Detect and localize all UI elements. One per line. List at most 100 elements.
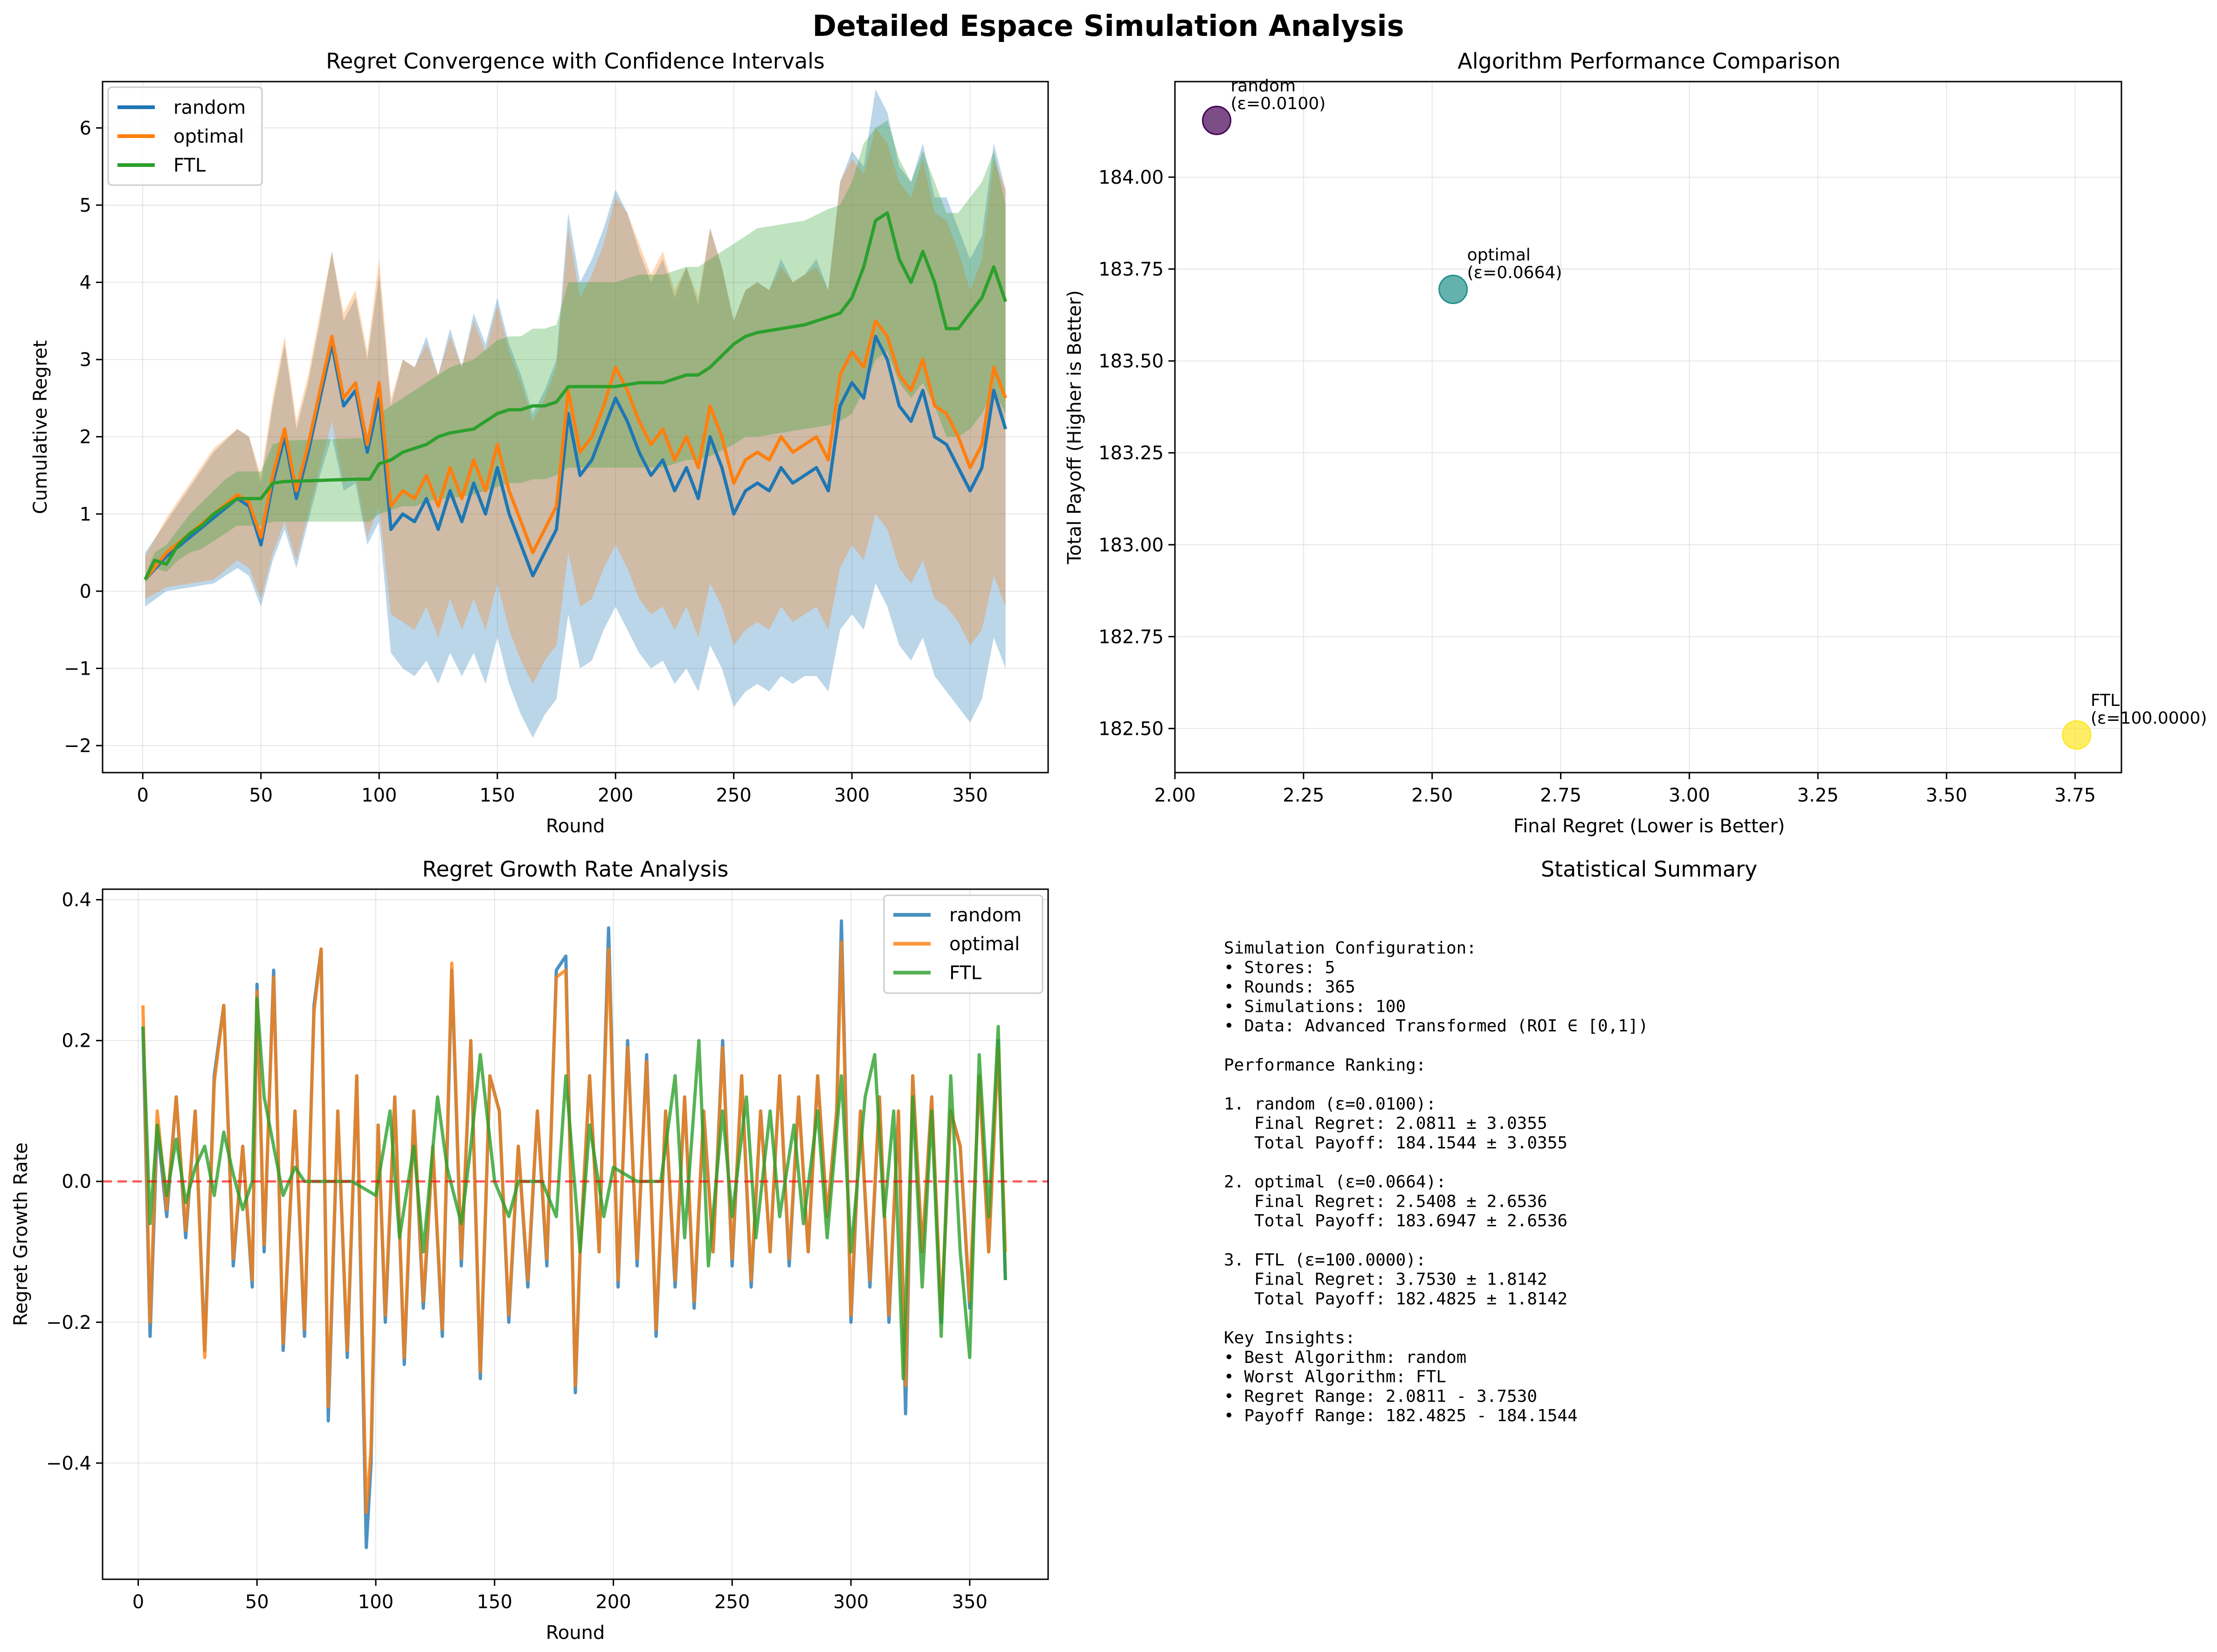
growth-x-tick-label: 150 (477, 1591, 512, 1613)
growth-chart-title: Regret Growth Rate Analysis (422, 857, 728, 882)
point-epsilon-optimal: (ε=0.0664) (1467, 263, 1562, 283)
growth-y-tick-label: −0.4 (46, 1453, 91, 1474)
summary-line: • Data: Advanced Transformed (ROI ∈ [0,1… (1224, 1016, 1648, 1036)
performance-x-tick-label: 2.50 (1411, 785, 1453, 806)
growth-x-tick-label: 250 (714, 1591, 750, 1613)
regret-y-axis-label: Cumulative Regret (30, 340, 51, 514)
summary-line: Total Payoff: 183.6947 ± 2.6536 (1224, 1211, 1568, 1230)
legend-label-optimal: optimal (949, 933, 1020, 955)
regret-convergence-chart: Regret Convergence with Confidence Inter… (30, 48, 1049, 837)
growth-line-optimal (141, 940, 1007, 1514)
series-line-optimal (144, 319, 1007, 581)
growth-y-tick-label: 0.4 (62, 890, 91, 911)
summary-line: 2. optimal (ε=0.0664): (1224, 1173, 1446, 1192)
scatter-point-optimal (1438, 275, 1468, 304)
legend-label-ftl: FTL (173, 155, 206, 176)
growth-legend-box (883, 894, 1043, 994)
regret-y-tick-label: 4 (80, 272, 91, 294)
legend-label-random: random (949, 905, 1022, 926)
figure-title: Detailed Espace Simulation Analysis (812, 9, 1404, 43)
regret-x-tick-label: 0 (137, 785, 148, 806)
summary-line: • Worst Algorithm: FTL (1224, 1368, 1446, 1387)
series-line-random (144, 334, 1008, 581)
growth-x-tick-label: 100 (358, 1591, 394, 1613)
regret-y-tick-label: 3 (80, 349, 91, 371)
summary-line: Final Regret: 2.0811 ± 3.0355 (1224, 1114, 1547, 1133)
legend-label-ftl: FTL (949, 962, 982, 984)
regret-plot-frame (102, 81, 1049, 774)
regret-x-axis-label: Round (546, 816, 605, 837)
growth-line-ftl (141, 996, 1007, 1381)
performance-y-tick-label: 183.00 (1098, 534, 1164, 556)
summary-line: Key Insights: (1224, 1328, 1355, 1348)
summary-line: • Payoff Range: 182.4825 - 184.1544 (1224, 1406, 1578, 1425)
regret-x-tick-label: 350 (953, 785, 988, 806)
summary-line: • Rounds: 365 (1224, 978, 1355, 997)
growth-x-tick-label: 200 (595, 1591, 631, 1613)
summary-line: Final Regret: 3.7530 ± 1.8142 (1224, 1270, 1547, 1289)
scatter-point-ftl (2062, 720, 2092, 750)
growth-x-axis-label: Round (546, 1622, 605, 1644)
regret-legend-box (107, 86, 263, 186)
scatter-point-random (1202, 105, 1231, 135)
performance-x-tick-label: 2.00 (1154, 785, 1195, 806)
performance-x-tick-label: 3.50 (1926, 785, 1967, 806)
regret-x-tick-label: 150 (480, 785, 515, 806)
regret-y-tick-label: 0 (80, 581, 91, 602)
summary-line: • Best Algorithm: random (1224, 1348, 1466, 1367)
growth-x-tick-label: 0 (132, 1591, 144, 1613)
regret-x-tick-label: 300 (834, 785, 870, 806)
performance-plot-frame (1174, 81, 2122, 774)
summary-line: Total Payoff: 182.4825 ± 1.8142 (1224, 1289, 1568, 1308)
performance-x-tick-label: 3.25 (1797, 785, 1839, 806)
growth-y-tick-label: −0.2 (46, 1312, 91, 1334)
regret-x-tick-label: 250 (716, 785, 752, 806)
performance-y-tick-label: 182.50 (1098, 718, 1164, 740)
point-epsilon-ftl: (ε=100.0000) (2091, 709, 2207, 728)
confidence-band-ftl (145, 120, 1006, 584)
regret-y-tick-label: −1 (64, 658, 91, 679)
point-epsilon-random: (ε=0.0100) (1230, 94, 1326, 113)
performance-y-tick-label: 184.00 (1098, 167, 1164, 188)
growth-legend: random optimal FTL (883, 894, 1043, 994)
statistical-summary: Statistical Summary Simulation Configura… (1224, 857, 1757, 1425)
summary-line: • Simulations: 100 (1224, 997, 1406, 1016)
regret-y-tick-label: 1 (80, 504, 91, 525)
growth-x-tick-label: 300 (833, 1591, 869, 1613)
performance-y-tick-label: 183.75 (1098, 259, 1164, 280)
growth-plot-frame (102, 888, 1049, 1580)
point-label-ftl: FTL (2091, 691, 2120, 710)
growth-rate-chart: Regret Growth Rate Analysis 0 50 100 150 200… (10, 857, 1049, 1644)
confidence-band-random (145, 89, 1006, 738)
performance-y-tick-label: 183.50 (1098, 351, 1164, 372)
regret-legend: random optimal FTL (107, 86, 263, 186)
regret-y-tick-label: −2 (64, 735, 91, 757)
growth-x-tick-label: 350 (952, 1591, 988, 1613)
summary-line: Total Payoff: 184.1544 ± 3.0355 (1224, 1134, 1568, 1153)
summary-line: Simulation Configuration: (1224, 939, 1477, 958)
regret-x-tick-label: 100 (361, 785, 397, 806)
regret-y-tick-label: 6 (80, 118, 91, 139)
confidence-band-optimal (145, 128, 1006, 684)
legend-label-random: random (173, 97, 246, 118)
performance-x-tick-label: 3.00 (1669, 785, 1710, 806)
growth-y-tick-label: 0.0 (62, 1171, 91, 1193)
regret-x-tick-label: 200 (598, 785, 633, 806)
summary-line: 3. FTL (ε=100.0000): (1224, 1251, 1426, 1270)
regret-x-tick-label: 50 (249, 785, 273, 806)
point-label-random: random (1230, 76, 1296, 96)
growth-y-axis-label: Regret Growth Rate (10, 1142, 32, 1326)
summary-line: Final Regret: 2.5408 ± 2.6536 (1224, 1192, 1547, 1211)
regret-chart-title: Regret Convergence with Confidence Inter… (326, 48, 825, 74)
performance-y-tick-label: 183.25 (1098, 442, 1164, 464)
summary-line: Performance Ranking: (1224, 1056, 1426, 1075)
growth-x-tick-label: 50 (245, 1591, 269, 1613)
series-line-ftl (144, 211, 1008, 581)
performance-x-tick-label: 3.75 (2054, 785, 2096, 806)
performance-comparison-chart: Algorithm Performance Comparison random(… (1064, 48, 2207, 837)
regret-y-tick-label: 5 (80, 195, 91, 216)
summary-line: 1. random (ε=0.0100): (1224, 1094, 1436, 1113)
performance-y-axis-label: Total Payoff (Higher is Better) (1064, 290, 1085, 564)
summary-line: • Stores: 5 (1224, 958, 1335, 977)
